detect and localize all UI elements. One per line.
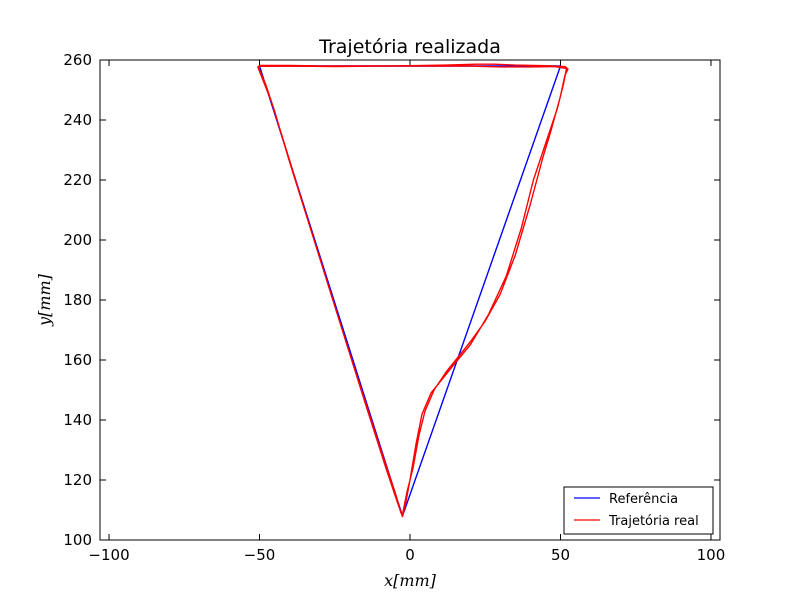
x-tick-label: 50 <box>551 546 570 564</box>
series-line-trajetoria-real <box>257 63 569 518</box>
y-tick-label: 180 <box>63 291 92 309</box>
legend-box <box>563 486 714 535</box>
x-axis-label: x[mm] <box>384 571 437 590</box>
y-tick-label: 240 <box>63 111 92 129</box>
x-tick-label: −100 <box>88 546 129 564</box>
plot-area <box>100 60 720 540</box>
y-tick-label: 160 <box>63 351 92 369</box>
y-tick-label: 220 <box>63 171 92 189</box>
y-tick-label: 100 <box>63 531 92 549</box>
x-tick-label: −50 <box>244 546 276 564</box>
y-tick-label: 120 <box>63 471 92 489</box>
chart-title: Trajetória realizada <box>318 36 501 58</box>
plot-frame <box>99 59 721 541</box>
legend: Referência Trajetória real <box>563 486 714 535</box>
y-tick-label: 260 <box>63 51 92 69</box>
y-tick-label: 200 <box>63 231 92 249</box>
legend-label-trajetoria-real: Trajetória real <box>608 514 699 529</box>
x-tick-label: 100 <box>697 546 726 564</box>
y-axis-label: y[mm] <box>35 273 54 327</box>
legend-label-referencia: Referência <box>609 492 678 507</box>
x-tick-label: 0 <box>405 546 415 564</box>
y-tick-label: 140 <box>63 411 92 429</box>
